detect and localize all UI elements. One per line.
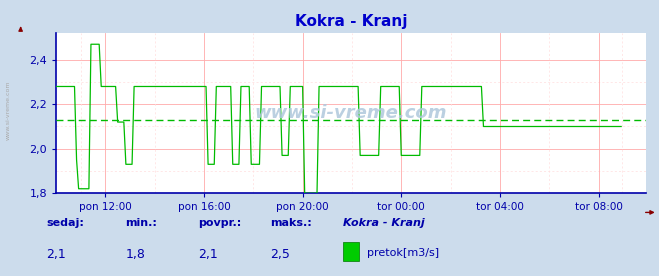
Text: 2,1: 2,1 [46, 248, 66, 261]
Text: pretok[m3/s]: pretok[m3/s] [367, 248, 439, 258]
Text: sedaj:: sedaj: [46, 218, 84, 228]
Text: 1,8: 1,8 [125, 248, 145, 261]
Title: Kokra - Kranj: Kokra - Kranj [295, 14, 407, 29]
Text: www.si-vreme.com: www.si-vreme.com [5, 81, 11, 140]
Text: 2,5: 2,5 [270, 248, 290, 261]
Text: www.si-vreme.com: www.si-vreme.com [254, 104, 447, 122]
Text: Kokra - Kranj: Kokra - Kranj [343, 218, 424, 228]
Text: povpr.:: povpr.: [198, 218, 241, 228]
Text: maks.:: maks.: [270, 218, 312, 228]
Text: 2,1: 2,1 [198, 248, 217, 261]
Text: min.:: min.: [125, 218, 157, 228]
